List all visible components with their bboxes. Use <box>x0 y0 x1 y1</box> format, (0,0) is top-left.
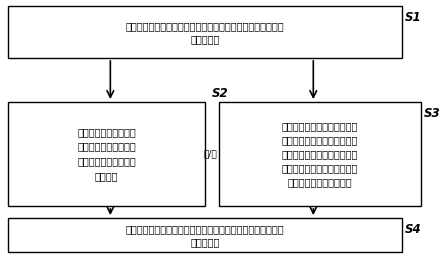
Text: S2: S2 <box>212 87 229 100</box>
Text: 孔位置信息: 孔位置信息 <box>190 34 220 44</box>
FancyBboxPatch shape <box>8 102 205 206</box>
Text: S1: S1 <box>405 11 422 24</box>
Text: 基于手术对象的虚拟三维模型，获取所述手术对象的所打孔的: 基于手术对象的虚拟三维模型，获取所述手术对象的所打孔的 <box>126 21 284 31</box>
Text: S3: S3 <box>424 107 440 120</box>
FancyBboxPatch shape <box>219 102 421 206</box>
FancyBboxPatch shape <box>8 6 402 58</box>
FancyBboxPatch shape <box>8 218 402 252</box>
Text: 产生提示信息以提示所述术前碰撞概率和所述术中碰撞概率中: 产生提示信息以提示所述术前碰撞概率和所述术中碰撞概率中 <box>126 224 284 234</box>
Text: 的至少一者: 的至少一者 <box>190 237 220 247</box>
Text: S4: S4 <box>405 223 422 236</box>
Text: 根据所述打孔位置信息
及所述虚拟三维模型，
计算得到机械臂的术前
碰撞概率: 根据所述打孔位置信息 及所述虚拟三维模型， 计算得到机械臂的术前 碰撞概率 <box>77 127 136 181</box>
Text: 和/或: 和/或 <box>204 150 218 158</box>
Text: 根据历史手术数据和当前手术
对象的虚拟三维模型，识别出
手术步骤信息，基于所述手术
步骤信息，计算得到机械臂于
手术步骤的术中碰撞概率: 根据历史手术数据和当前手术 对象的虚拟三维模型，识别出 手术步骤信息，基于所述手… <box>281 121 358 187</box>
